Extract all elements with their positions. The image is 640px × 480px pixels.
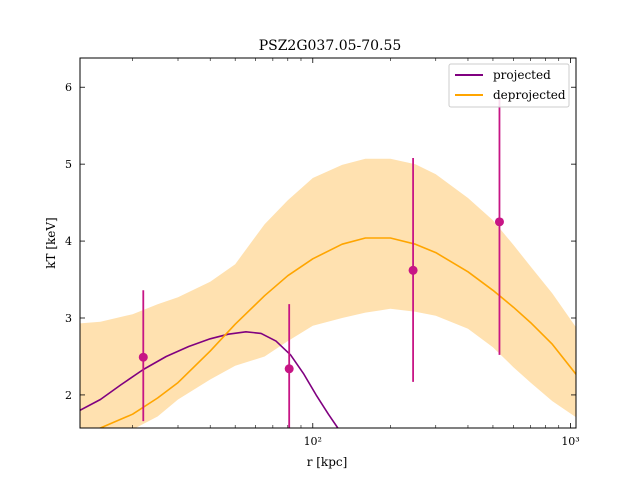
data-point-3 bbox=[408, 158, 418, 382]
band-layer bbox=[80, 158, 576, 428]
lines-layer bbox=[80, 237, 576, 428]
x-tick-label: 10² bbox=[304, 435, 322, 448]
y-tick-label: 2 bbox=[65, 389, 72, 402]
y-axis-label: kT [keV] bbox=[44, 217, 58, 269]
data-marker bbox=[408, 265, 418, 275]
x-tick-label: 10³ bbox=[561, 435, 579, 448]
plot-frame bbox=[79, 57, 577, 429]
y-tick-label: 6 bbox=[65, 81, 72, 94]
data-point-4 bbox=[494, 97, 504, 355]
chart-title: PSZ2G037.05-70.55 bbox=[259, 38, 402, 54]
points-layer bbox=[138, 97, 504, 428]
series-line-projected bbox=[80, 331, 339, 428]
data-point-2 bbox=[284, 304, 294, 428]
y-tick-label: 4 bbox=[65, 235, 72, 248]
data-marker bbox=[138, 352, 148, 362]
y-tick-label: 5 bbox=[65, 158, 72, 171]
legend-label-deprojected: deprojected bbox=[493, 88, 566, 102]
data-marker bbox=[494, 217, 504, 227]
data-marker bbox=[284, 364, 294, 374]
y-tick-label: 3 bbox=[65, 312, 72, 325]
series-line-deprojected bbox=[97, 237, 576, 428]
data-point-1 bbox=[138, 290, 148, 422]
deprojected-confidence-band bbox=[80, 158, 576, 428]
x-axis-label: r [kpc] bbox=[307, 455, 348, 469]
ticks-layer: 2 3 4 5 6 10² 10³ bbox=[65, 58, 580, 448]
legend: projected deprojected bbox=[448, 63, 570, 108]
legend-label-projected: projected bbox=[493, 68, 551, 82]
